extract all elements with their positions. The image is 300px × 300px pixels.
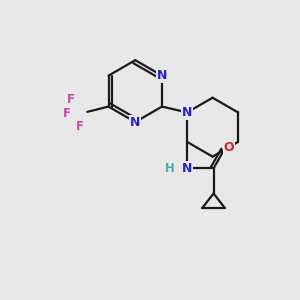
Text: F: F [76, 120, 84, 133]
Text: F: F [67, 93, 75, 106]
Text: N: N [182, 106, 192, 119]
Text: N: N [157, 69, 167, 82]
Text: O: O [224, 141, 235, 154]
Text: N: N [130, 116, 140, 128]
Text: H: H [164, 162, 174, 175]
Text: N: N [182, 162, 192, 175]
Text: F: F [63, 107, 71, 120]
